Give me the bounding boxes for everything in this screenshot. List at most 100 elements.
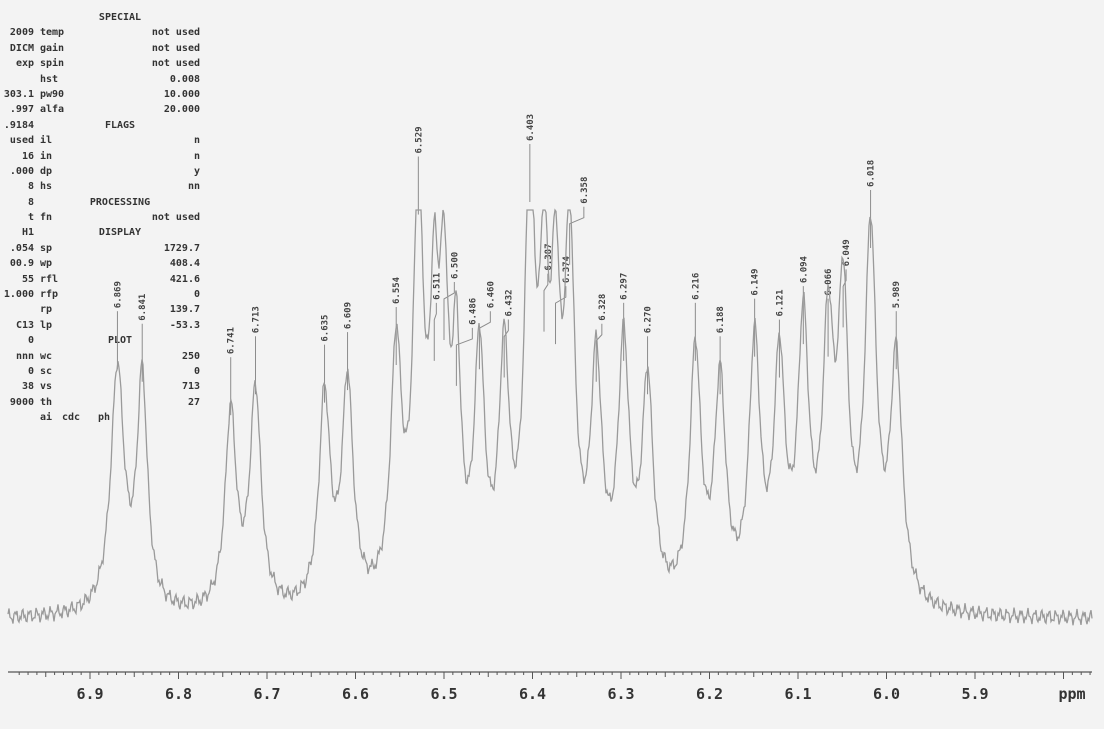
peak-label: 6.328 [598,294,608,321]
x-tick-label: 6.3 [607,685,634,703]
param-value: 10.000 [163,88,200,100]
param-row: used il n [0,133,215,148]
param-left-value: t [27,212,34,224]
param-name: in [40,150,53,162]
param-name: sp [40,242,53,254]
param-left-value: 9000 [9,396,34,408]
x-tick-label: 6.8 [165,685,192,703]
param-left-value: .9184 [3,119,34,131]
peak-label: 6.270 [644,306,654,333]
param-value: n [193,150,200,162]
param-name: vs [40,381,53,393]
peak-label: 6.387 [544,243,554,270]
spectrum-trace [7,208,1093,626]
param-row: .054 sp 1729.7 [0,241,215,256]
param-row: hst 0.008 [0,72,215,87]
x-tick-label: 6.6 [342,685,369,703]
param-name: alfa [40,104,65,116]
peak-label: 6.554 [392,276,402,304]
param-left-value: 303.1 [3,88,34,100]
param-name: wc [40,350,53,362]
param-name: il [40,135,53,147]
param-name: pw90 [40,88,65,100]
param-row: t fn not used [0,210,215,225]
param-value: 0 [193,289,200,301]
param-section-title: DISPLAY [98,227,142,239]
peak-label: 6.374 [562,255,572,283]
param-value: nn [187,181,200,193]
param-section-header: 0 PLOT [0,333,215,348]
param-left-value: exp [15,58,34,70]
param-value: 0.008 [169,73,200,85]
param-value: 421.6 [169,273,200,285]
param-value: not used [151,27,200,39]
param-value: 1729.7 [163,242,200,254]
peak-leader-line [595,323,603,382]
param-name: temp [40,27,65,39]
param-left-value: 16 [21,150,34,162]
x-tick-label: 6.2 [696,685,723,703]
peak-leader-line [443,281,455,340]
param-value: 20.000 [163,104,200,116]
param-left-value: 2009 [9,27,34,39]
param-row: 00.9 wp 408.4 [0,256,215,271]
param-name: hs [40,181,53,193]
peak-label: 6.149 [751,269,761,296]
param-name: cdc [62,412,81,424]
peak-label: 6.609 [344,302,354,329]
x-tick-label: 6.9 [76,685,103,703]
param-left-value: .997 [9,104,34,116]
param-section-title: FLAGS [104,119,136,131]
param-left-value: 1.000 [3,289,34,301]
param-left-value: 8 [27,196,34,208]
peak-leader-line [569,206,585,265]
peak-label: 6.511 [432,273,442,300]
param-row: .000 dp y [0,164,215,179]
param-name: sc [40,365,53,377]
param-row: exp spin not used [0,56,215,71]
param-value: y [193,165,200,177]
peak-label: 6.358 [580,177,590,204]
peak-label: 6.018 [867,160,877,187]
param-row: 8 hs nn [0,179,215,194]
peak-labels: 6.869 6.841 6.741 6.713 6.635 6.609 6.554 6.529… [113,114,902,354]
param-row: 55 rfl 421.6 [0,272,215,287]
param-section-header: H1 DISPLAY [0,225,215,240]
peak-label: 6.529 [414,126,424,153]
acquisition-parameters-panel: SPECIAL 2009 temp not used DICM gain not used e… [0,10,215,426]
param-value: -53.3 [169,319,200,331]
param-left-value: 0 [27,335,34,347]
peak-label: 6.432 [504,289,514,316]
param-name: gain [40,42,65,54]
peak-label: 6.500 [450,252,460,279]
peak-label: 6.635 [321,315,331,342]
x-tick-label: 6.5 [430,685,457,703]
peak-label: 6.121 [775,289,785,316]
peak-leader-line [543,273,549,332]
param-value: 713 [181,381,200,393]
param-row: nnn wc 250 [0,349,215,364]
param-left-value: C13 [15,319,34,331]
peak-label: 6.460 [486,281,496,308]
param-left-value: .000 [9,165,34,177]
ppm-axis: 6.9 6.8 6.7 6.6 6.5 6.4 6.3 6.2 6.1 6.0 5.9 ppm [8,671,1092,703]
peak-label: 5.989 [892,281,902,308]
param-name: hst [40,73,59,85]
param-name: ph [98,412,111,424]
peak-leader-line [455,327,473,386]
peak-leader-line [433,302,437,361]
param-row: rp 139.7 [0,302,215,317]
peak-label: 6.094 [799,255,809,283]
param-name: rp [40,304,53,316]
param-section-header: .9184 FLAGS [0,118,215,133]
param-name: rfl [40,273,59,285]
x-tick-label: 6.4 [519,685,546,703]
param-left-value: nnn [15,350,34,362]
param-left-value: 00.9 [9,258,34,270]
param-row: 0 sc 0 [0,364,215,379]
peak-label: 6.403 [526,114,536,141]
x-tick-label: 6.7 [253,685,280,703]
param-section-title: PLOT [107,335,133,347]
peak-label: 6.841 [138,294,148,321]
